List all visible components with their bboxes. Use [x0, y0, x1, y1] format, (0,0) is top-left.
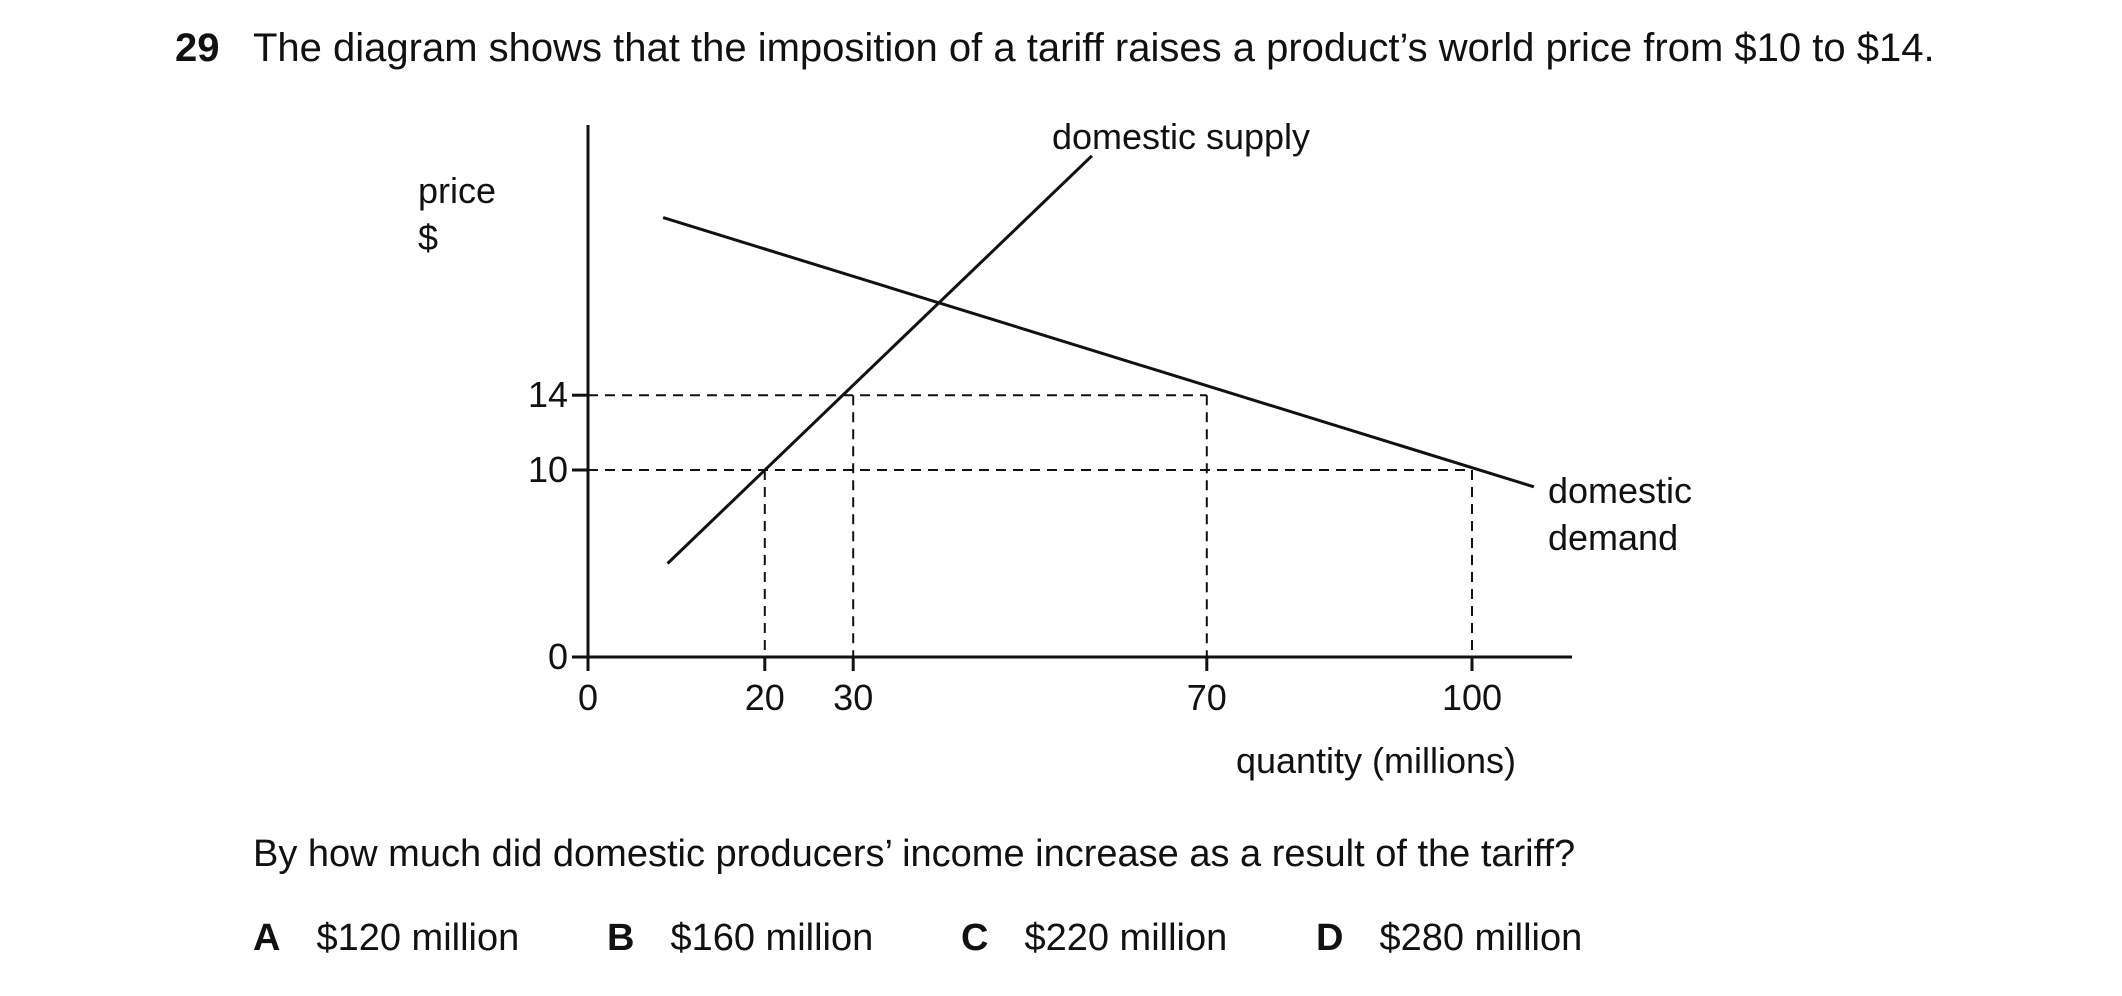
- option-c-letter: C: [961, 917, 989, 959]
- y-tick-label-10: 10: [528, 449, 568, 490]
- option-c-text: $220 million: [1024, 917, 1228, 959]
- option-b-letter: B: [607, 917, 635, 959]
- question-number: 29: [175, 26, 220, 70]
- option-a[interactable]: A $120 million: [253, 914, 519, 962]
- domestic-supply-curve: [666, 154, 1093, 565]
- x-axis-label: quantity (millions): [1236, 740, 1516, 781]
- x-tick-label-30: 30: [833, 677, 873, 718]
- option-b-text: $160 million: [670, 917, 874, 959]
- x-tick-label-70: 70: [1187, 677, 1227, 718]
- supply-curve-label: domestic supply: [1052, 116, 1310, 157]
- demand-curve-label-line1: domestic: [1548, 470, 1692, 511]
- option-d-text: $280 million: [1379, 917, 1583, 959]
- y-axis-label-price: price: [418, 170, 496, 211]
- option-a-text: $120 million: [316, 917, 520, 959]
- x-tick-label-100: 100: [1442, 677, 1502, 718]
- option-c[interactable]: C $220 million: [961, 914, 1227, 962]
- option-b[interactable]: B $160 million: [607, 914, 873, 962]
- option-d-letter: D: [1316, 917, 1344, 959]
- option-a-letter: A: [253, 917, 281, 959]
- question-stem: The diagram shows that the imposition of…: [253, 26, 1935, 70]
- y-axis-label-dollar: $: [418, 217, 438, 258]
- y-tick-label-0: 0: [548, 636, 568, 677]
- demand-curve-label-line2: demand: [1548, 517, 1678, 558]
- question-ask: By how much did domestic producers’ inco…: [253, 833, 1576, 875]
- domestic-demand-curve: [662, 216, 1535, 489]
- x-tick-label-20: 20: [745, 677, 785, 718]
- option-d[interactable]: D $280 million: [1316, 914, 1582, 962]
- y-tick-label-14: 14: [528, 374, 568, 415]
- x-tick-label-0: 0: [578, 677, 598, 718]
